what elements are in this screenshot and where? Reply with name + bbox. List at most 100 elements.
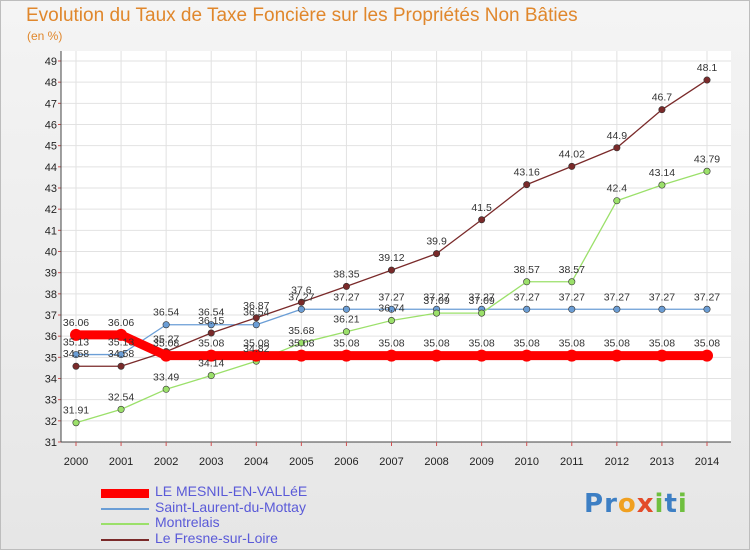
x-tick-label: 2001 bbox=[109, 456, 133, 468]
data-point bbox=[252, 314, 260, 322]
legend-item: Montrelais bbox=[101, 514, 421, 532]
x-tick-label: 2007 bbox=[379, 456, 403, 468]
data-point bbox=[703, 167, 711, 175]
data-label: 37.27 bbox=[288, 291, 314, 303]
data-point bbox=[523, 181, 531, 189]
data-point bbox=[340, 349, 353, 362]
data-label: 35.13 bbox=[63, 337, 89, 349]
legend-swatch bbox=[101, 507, 149, 510]
data-label: 39.9 bbox=[426, 236, 447, 248]
data-label: 37.27 bbox=[694, 291, 720, 303]
data-label: 37.27 bbox=[333, 291, 359, 303]
data-label: 35.27 bbox=[153, 334, 179, 346]
data-label: 35.08 bbox=[559, 338, 585, 350]
data-point bbox=[160, 349, 173, 362]
data-point bbox=[162, 385, 170, 393]
data-point bbox=[658, 106, 666, 114]
data-point bbox=[342, 305, 350, 313]
data-point bbox=[523, 278, 531, 286]
data-point bbox=[703, 76, 711, 84]
proxiti-logo: Proxiti bbox=[584, 489, 688, 519]
data-point bbox=[205, 349, 218, 362]
data-label: 35.08 bbox=[694, 338, 720, 350]
data-label: 44.9 bbox=[607, 130, 628, 142]
data-label: 36.06 bbox=[108, 317, 134, 329]
data-point bbox=[565, 349, 578, 362]
y-tick-label: 32 bbox=[45, 416, 57, 428]
data-label: 37.27 bbox=[604, 291, 630, 303]
data-label: 37.27 bbox=[514, 291, 540, 303]
x-tick-label: 2011 bbox=[560, 456, 584, 468]
data-point bbox=[568, 162, 576, 170]
data-point bbox=[117, 405, 125, 413]
legend-label: LE MESNIL-EN-VALLéE bbox=[155, 483, 308, 499]
data-point bbox=[72, 419, 80, 427]
data-point bbox=[433, 250, 441, 258]
data-point bbox=[433, 309, 441, 317]
data-label: 35.08 bbox=[243, 338, 269, 350]
legend-item: Saint-Laurent-du-Mottay bbox=[101, 499, 421, 517]
data-point bbox=[385, 349, 398, 362]
data-point bbox=[297, 305, 305, 313]
data-label: 35.08 bbox=[469, 338, 495, 350]
data-point bbox=[520, 349, 533, 362]
data-label: 35.68 bbox=[288, 325, 314, 337]
data-label: 35.08 bbox=[288, 338, 314, 350]
logo-letter: x bbox=[636, 489, 655, 519]
x-tick-label: 2012 bbox=[605, 456, 629, 468]
x-tick-label: 2002 bbox=[154, 456, 178, 468]
data-label: 31.91 bbox=[63, 405, 89, 417]
data-point bbox=[430, 349, 443, 362]
data-label: 36.87 bbox=[243, 300, 269, 312]
y-tick-label: 47 bbox=[45, 98, 57, 110]
data-point bbox=[475, 349, 488, 362]
y-tick-label: 46 bbox=[45, 120, 57, 132]
data-label: 36.21 bbox=[333, 314, 359, 326]
data-point bbox=[613, 305, 621, 313]
data-label: 35.08 bbox=[604, 338, 630, 350]
legend-swatch bbox=[101, 523, 149, 525]
data-label: 36.54 bbox=[198, 307, 224, 319]
data-label: 48.1 bbox=[697, 62, 718, 74]
y-tick-label: 43 bbox=[45, 183, 57, 195]
data-label: 34.82 bbox=[243, 343, 269, 355]
y-tick-label: 38 bbox=[45, 289, 57, 301]
data-label: 37.27 bbox=[423, 291, 449, 303]
data-point bbox=[207, 329, 215, 337]
data-label: 35.08 bbox=[153, 338, 179, 350]
data-label: 43.16 bbox=[514, 167, 540, 179]
data-label: 36.54 bbox=[153, 307, 179, 319]
x-tick-label: 2006 bbox=[334, 456, 358, 468]
logo-letter: i bbox=[677, 489, 688, 519]
data-point bbox=[478, 309, 486, 317]
data-point bbox=[297, 298, 305, 306]
data-label: 36.54 bbox=[243, 307, 269, 319]
plot-area bbox=[61, 51, 731, 442]
x-tick-label: 2000 bbox=[64, 456, 88, 468]
y-tick-label: 42 bbox=[45, 204, 57, 216]
legend-label: Montrelais bbox=[155, 514, 220, 530]
data-label: 33.49 bbox=[153, 371, 179, 383]
data-point bbox=[610, 349, 623, 362]
x-tick-label: 2004 bbox=[244, 456, 268, 468]
logo-letter: P bbox=[584, 489, 605, 519]
y-tick-label: 33 bbox=[45, 395, 57, 407]
legend-label: Le Fresne-sur-Loire bbox=[155, 529, 278, 546]
data-point bbox=[523, 305, 531, 313]
data-label: 35.13 bbox=[108, 337, 134, 349]
x-tick-label: 2003 bbox=[199, 456, 223, 468]
x-tick-label: 2010 bbox=[514, 456, 538, 468]
data-point bbox=[387, 305, 395, 313]
x-tick-label: 2009 bbox=[469, 456, 493, 468]
logo-letter: o bbox=[617, 489, 637, 519]
data-point bbox=[70, 328, 82, 341]
data-point bbox=[207, 321, 215, 329]
data-label: 38.57 bbox=[559, 264, 585, 276]
y-tick-label: 44 bbox=[45, 162, 57, 174]
data-point bbox=[162, 321, 170, 329]
y-tick-label: 39 bbox=[45, 268, 57, 280]
data-point bbox=[72, 351, 80, 359]
data-point bbox=[117, 351, 125, 359]
y-tick-label: 40 bbox=[45, 247, 57, 259]
data-label: 34.58 bbox=[108, 348, 134, 360]
